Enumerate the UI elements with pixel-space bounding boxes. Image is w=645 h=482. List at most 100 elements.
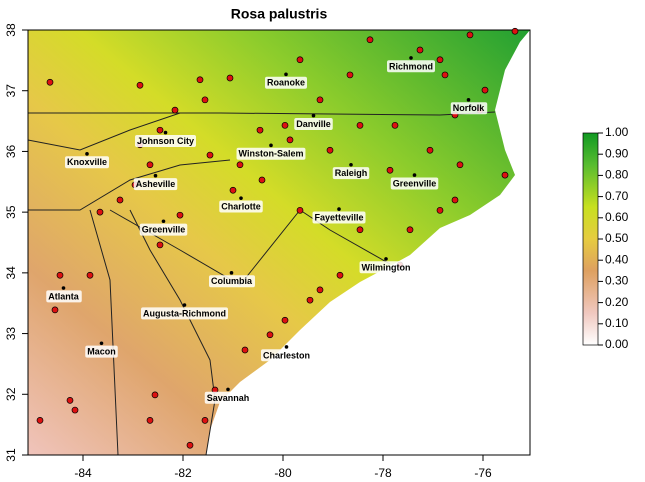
city-name: Norfolk [453, 103, 485, 113]
y-tick-label: 38 [4, 23, 18, 37]
city-label-bg [236, 147, 306, 160]
city-name: Asheville [136, 179, 176, 189]
occurrence-point [146, 161, 154, 169]
city-name: Macon [87, 347, 116, 357]
city-label: Fayetteville [312, 211, 366, 224]
city-label: Norfolk [450, 102, 488, 115]
city-dot [284, 345, 289, 349]
y-tick-label: 33 [4, 327, 18, 341]
city-dot [384, 257, 388, 261]
city-dot [99, 341, 104, 346]
occurrence-point [386, 166, 394, 174]
occurrence-point [466, 31, 474, 39]
occurrence-point [51, 306, 59, 314]
occurrence-point [306, 296, 314, 304]
city-label: Macon [85, 345, 118, 358]
occurrence-point [286, 136, 294, 144]
occurrence-point [366, 36, 374, 44]
colorbar-tick-label: 0.90 [605, 146, 629, 160]
occurrence-point [86, 271, 94, 279]
city-label-bg [294, 117, 333, 130]
occurrence-point [356, 226, 364, 234]
city-label-bg [85, 345, 118, 358]
city-name: Charlotte [221, 202, 261, 212]
city-dot [311, 113, 316, 118]
occurrence-point [456, 161, 464, 169]
occurrence-point [146, 417, 154, 424]
colorbar-tick-label: 0.10 [605, 316, 629, 330]
colorbar-tick-label: 1.00 [605, 125, 629, 139]
occurrence-point [326, 146, 334, 154]
occurrence-point [71, 406, 79, 414]
city-label-bg [219, 200, 263, 213]
city-label: Johnson City [134, 134, 197, 147]
city-label: Greenville [139, 223, 188, 236]
occurrence-point [36, 417, 44, 424]
city-label: Danville [294, 117, 333, 130]
x-tick-label: -78 [374, 466, 392, 480]
city-label: Knoxville [64, 156, 110, 169]
y-tick-label: 37 [4, 84, 18, 98]
city-dot [163, 130, 168, 135]
city-name: Greenville [142, 225, 186, 235]
occurrence-point [511, 27, 519, 35]
occurrence-point [356, 121, 364, 129]
city-label-bg [46, 290, 82, 303]
city-name: Winston-Salem [239, 149, 304, 159]
city-label-bg [264, 76, 308, 89]
city-dot [337, 207, 341, 211]
occurrence-point [229, 186, 237, 194]
city-label-bg [64, 156, 110, 169]
city-label-bg [312, 211, 366, 224]
city-label: Roanoke [264, 76, 308, 89]
city-label-bg [332, 167, 370, 180]
city-label-bg [450, 102, 488, 115]
occurrence-point [256, 126, 264, 134]
plot-frame [27, 29, 531, 456]
colorbar-tick-label: 0.60 [605, 210, 629, 224]
occurrence-point [96, 208, 104, 216]
occurrence-point [116, 196, 124, 204]
city-name: Knoxville [67, 157, 107, 167]
occurrence-point [391, 121, 399, 129]
city-label-bg [133, 178, 178, 191]
occurrence-point [296, 206, 304, 214]
occurrence-point [136, 81, 144, 89]
occurrence-point [171, 106, 179, 114]
occurrence-point [436, 56, 444, 64]
city-dot [412, 173, 417, 177]
occurrence-point [281, 121, 289, 129]
occurrence-point [436, 206, 444, 214]
city-label: Winston-Salem [236, 147, 306, 160]
city-dot [153, 173, 158, 178]
city-name: Johnson City [137, 136, 194, 146]
colorbar-tick-label: 0.30 [605, 274, 629, 288]
occurrence-point [416, 46, 424, 54]
city-name: Fayetteville [314, 212, 363, 222]
city-label-bg [208, 275, 255, 288]
occurrence-point [46, 78, 54, 86]
y-tick-label: 31 [4, 448, 18, 462]
city-dot [85, 152, 89, 156]
colorbar-tick-label: 0.50 [605, 231, 629, 245]
occurrence-point [481, 86, 489, 94]
occurrence-point [206, 151, 214, 159]
city-label-bg [359, 261, 413, 274]
city-label: Wilmington [359, 261, 413, 274]
city-label-bg [134, 134, 197, 147]
city-label-bg [204, 391, 252, 404]
occurrence-point [258, 176, 266, 184]
x-tick-label: -76 [474, 466, 492, 480]
city-dot [349, 162, 353, 167]
colorbar-tick-label: 0.70 [605, 189, 629, 203]
city-dot [284, 72, 288, 77]
colorbar-tick-label: 0.40 [605, 252, 629, 266]
city-label-bg [387, 60, 435, 73]
city-name: Columbia [211, 276, 253, 286]
city-name: Wilmington [362, 262, 411, 272]
occurrence-point [156, 126, 164, 134]
city-dot [161, 219, 166, 224]
occurrence-point [196, 76, 204, 84]
city-dot [226, 387, 230, 392]
occurrence-point [406, 226, 414, 234]
